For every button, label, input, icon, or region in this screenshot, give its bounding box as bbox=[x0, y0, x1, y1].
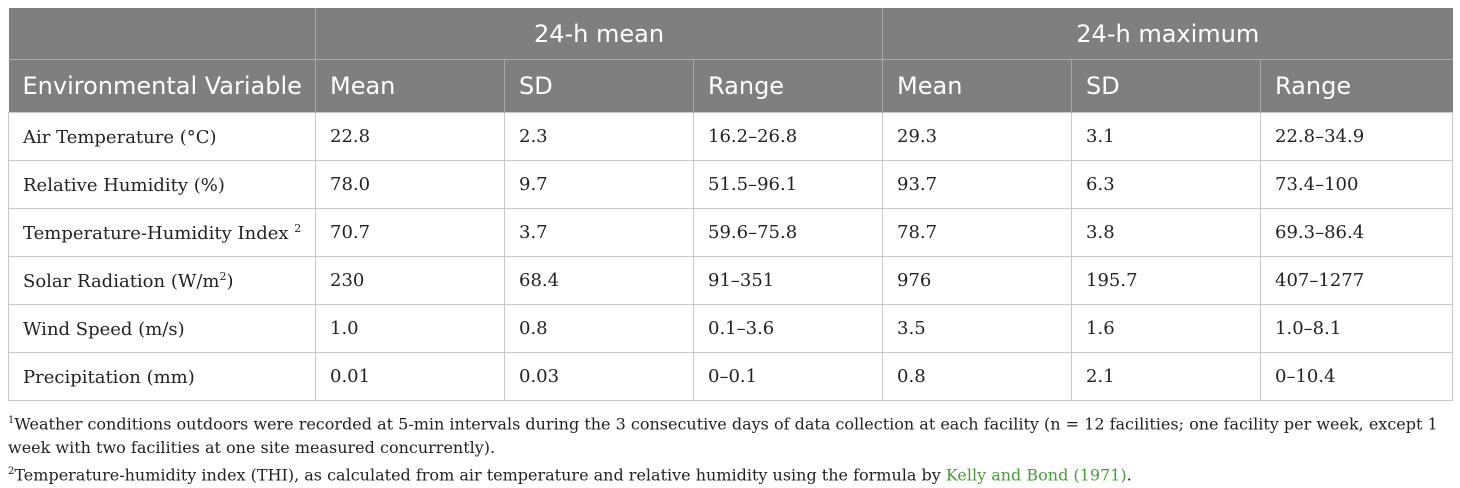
table-row: Relative Humidity (%) 78.0 9.7 51.5–96.1… bbox=[8, 160, 1454, 209]
environmental-variables-table: 24-h mean 24-h maximum Environmental Var… bbox=[8, 8, 1454, 401]
column-header-max-mean: Mean bbox=[882, 59, 1072, 113]
row-label: Wind Speed (m/s) bbox=[8, 304, 316, 353]
cell-mean: 70.7 bbox=[315, 208, 505, 257]
row-label: Air Temperature (°C) bbox=[8, 112, 316, 161]
cell-max-sd: 3.1 bbox=[1071, 112, 1262, 161]
cell-max-mean: 976 bbox=[882, 256, 1073, 305]
cell-max-sd: 3.8 bbox=[1071, 208, 1262, 257]
cell-max-range: 0–10.4 bbox=[1260, 352, 1454, 401]
group-header-24h-maximum: 24-h maximum bbox=[882, 8, 1453, 60]
cell-sd: 3.7 bbox=[504, 208, 694, 257]
table-row: Temperature-Humidity Index 2 70.7 3.7 59… bbox=[8, 208, 1454, 257]
cell-sd: 9.7 bbox=[504, 160, 694, 209]
table-row: Precipitation (mm) 0.01 0.03 0–0.1 0.8 2… bbox=[8, 352, 1454, 401]
group-header-row: 24-h mean 24-h maximum bbox=[8, 8, 1453, 60]
column-header-max-range: Range bbox=[1260, 59, 1453, 113]
cell-sd: 0.8 bbox=[504, 304, 694, 353]
column-header-mean: Mean bbox=[315, 59, 505, 113]
reference-link-kelly-bond[interactable]: Kelly and Bond (1971) bbox=[945, 465, 1127, 485]
row-label: Precipitation (mm) bbox=[8, 352, 316, 401]
table-row: Solar Radiation (W/m2) 230 68.4 91–351 9… bbox=[8, 256, 1454, 305]
cell-mean: 230 bbox=[315, 256, 505, 305]
cell-max-sd: 195.7 bbox=[1071, 256, 1262, 305]
cell-max-range: 407–1277 bbox=[1260, 256, 1454, 305]
table-footnotes: 1Weather conditions outdoors were record… bbox=[8, 409, 1458, 488]
row-label: Relative Humidity (%) bbox=[8, 160, 316, 209]
column-header-max-sd: SD bbox=[1071, 59, 1261, 113]
cell-mean: 78.0 bbox=[315, 160, 505, 209]
cell-max-sd: 6.3 bbox=[1071, 160, 1262, 209]
cell-max-mean: 93.7 bbox=[882, 160, 1073, 209]
cell-mean: 0.01 bbox=[315, 352, 505, 401]
row-label: Solar Radiation (W/m2) bbox=[8, 256, 316, 305]
cell-max-mean: 29.3 bbox=[882, 112, 1073, 161]
cell-sd: 2.3 bbox=[504, 112, 694, 161]
cell-max-range: 22.8–34.9 bbox=[1260, 112, 1454, 161]
cell-mean: 22.8 bbox=[315, 112, 505, 161]
cell-max-mean: 0.8 bbox=[882, 352, 1073, 401]
cell-range: 59.6–75.8 bbox=[692, 208, 884, 257]
column-header-variable: Environmental Variable bbox=[8, 59, 316, 113]
cell-range: 0–0.1 bbox=[692, 352, 884, 401]
cell-sd: 0.03 bbox=[504, 352, 694, 401]
cell-max-mean: 78.7 bbox=[882, 208, 1073, 257]
cell-max-mean: 3.5 bbox=[882, 304, 1073, 353]
cell-range: 0.1–3.6 bbox=[692, 304, 884, 353]
table-row: Wind Speed (m/s) 1.0 0.8 0.1–3.6 3.5 1.6… bbox=[8, 304, 1454, 353]
column-header-range: Range bbox=[692, 59, 883, 113]
cell-max-sd: 1.6 bbox=[1071, 304, 1262, 353]
cell-mean: 1.0 bbox=[315, 304, 505, 353]
group-header-blank bbox=[8, 8, 316, 60]
column-header-row: Environmental Variable Mean SD Range Mea… bbox=[8, 59, 1453, 113]
column-header-sd: SD bbox=[504, 59, 694, 113]
table-container: 24-h mean 24-h maximum Environmental Var… bbox=[8, 8, 1454, 488]
table-row: Air Temperature (°C) 22.8 2.3 16.2–26.8 … bbox=[8, 112, 1454, 161]
cell-range: 91–351 bbox=[692, 256, 884, 305]
cell-max-sd: 2.1 bbox=[1071, 352, 1262, 401]
cell-range: 16.2–26.8 bbox=[692, 112, 884, 161]
cell-range: 51.5–96.1 bbox=[692, 160, 884, 209]
row-label: Temperature-Humidity Index 2 bbox=[8, 208, 316, 257]
cell-sd: 68.4 bbox=[504, 256, 694, 305]
cell-max-range: 69.3–86.4 bbox=[1260, 208, 1454, 257]
cell-max-range: 1.0–8.1 bbox=[1260, 304, 1454, 353]
group-header-24h-mean: 24-h mean bbox=[314, 8, 883, 60]
footnote-2: 2Temperature-humidity index (THI), as ca… bbox=[8, 465, 1132, 485]
cell-max-range: 73.4–100 bbox=[1260, 160, 1454, 209]
footnote-1: 1Weather conditions outdoors were record… bbox=[8, 414, 1438, 458]
